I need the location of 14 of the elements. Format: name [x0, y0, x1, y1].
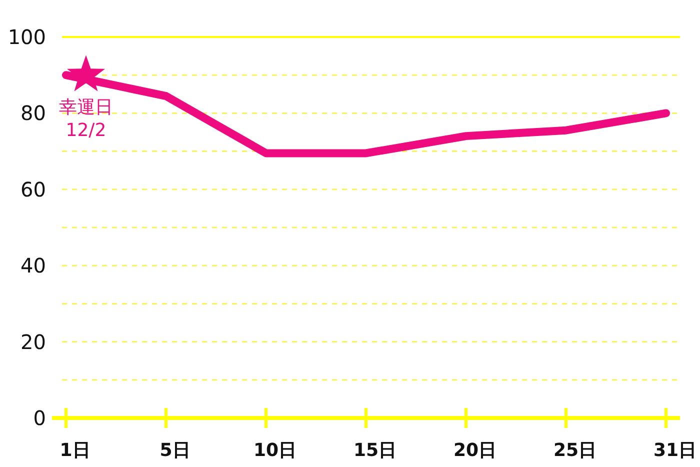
x-tick-label: 10日: [253, 440, 297, 461]
y-tick-label: 20: [20, 330, 46, 354]
x-tick-label: 15日: [353, 440, 397, 461]
x-tick-label: 25日: [553, 440, 597, 461]
y-tick-label: 40: [20, 254, 46, 278]
y-tick-label: 60: [20, 177, 46, 202]
annotation: 幸運日 12/2: [59, 97, 113, 142]
x-tick-label: 20日: [453, 440, 497, 461]
x-tick-label: 5日: [160, 440, 190, 461]
y-tick-label: 100: [8, 25, 46, 49]
y-tick-label: 0: [33, 406, 46, 430]
x-tick-label: 1日: [60, 440, 90, 461]
x-tick-label: 31日: [653, 440, 697, 461]
y-tick-label: 80: [20, 101, 46, 126]
